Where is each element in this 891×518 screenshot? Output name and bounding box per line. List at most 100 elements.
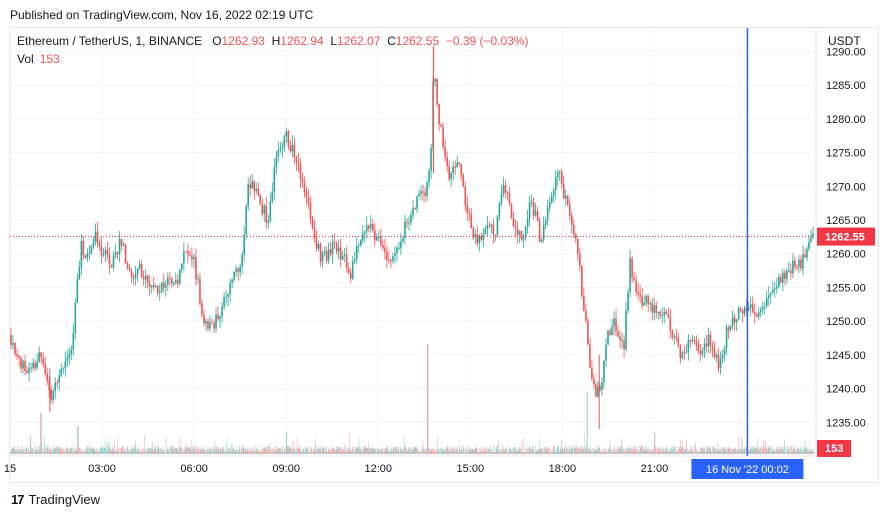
volume-bar — [491, 452, 492, 454]
volume-bar — [653, 449, 655, 454]
volume-bar — [80, 450, 82, 454]
volume-bar — [592, 452, 593, 454]
candle-body — [743, 307, 746, 314]
volume-bar — [733, 448, 734, 454]
candle-body — [267, 220, 270, 223]
volume-bar — [517, 450, 519, 454]
volume-bar — [576, 445, 577, 454]
volume-bar — [10, 452, 11, 454]
candle-body — [281, 146, 284, 149]
volume-bar — [490, 445, 491, 454]
volume-bar — [429, 449, 431, 454]
volume-bar — [30, 433, 32, 454]
volume-bar — [89, 443, 90, 454]
volume-bar — [250, 447, 251, 454]
volume-bar — [450, 446, 452, 454]
volume-bar — [16, 448, 18, 454]
volume-bar — [595, 450, 596, 454]
candle-body — [458, 162, 461, 165]
volume-bar — [142, 448, 143, 454]
volume-bar — [184, 450, 185, 454]
candle-body — [623, 340, 625, 350]
candle-body — [106, 250, 109, 256]
volume-bar — [332, 447, 333, 454]
volume-bar — [263, 447, 265, 454]
volume-bar — [99, 451, 100, 454]
candle-body — [384, 247, 386, 253]
volume-bar — [439, 447, 441, 454]
volume-bar — [125, 449, 127, 454]
volume-bar — [659, 449, 661, 454]
volume-bar — [255, 451, 256, 454]
crosshair-time-label: 16 Nov '22 00:02 — [706, 464, 789, 476]
candle-body — [195, 257, 197, 280]
volume-bar — [95, 451, 96, 454]
volume-bar — [788, 447, 790, 454]
volume-bar — [658, 448, 659, 454]
volume-bar — [738, 436, 739, 454]
candle-body — [154, 286, 157, 288]
candle-body — [562, 183, 565, 199]
volume-bar — [354, 445, 356, 454]
candle-body — [78, 267, 81, 280]
volume-bar — [706, 447, 708, 454]
candle-body — [490, 224, 493, 227]
volume-bar — [637, 448, 639, 454]
volume-bar — [253, 448, 255, 454]
volume-bar — [505, 447, 507, 454]
volume-bar — [13, 447, 14, 454]
volume-bar — [275, 446, 276, 454]
candle-body — [516, 228, 519, 235]
candle-body — [201, 303, 203, 315]
volume-bar — [640, 447, 641, 454]
volume-bar — [668, 450, 669, 454]
volume-bar — [801, 447, 803, 454]
volume-bar — [364, 446, 366, 454]
volume-bar — [178, 447, 180, 454]
volume-bar — [243, 448, 245, 454]
volume-bar — [93, 448, 95, 454]
candle-body — [699, 351, 702, 355]
volume-bar — [440, 448, 442, 454]
volume-bar — [490, 450, 492, 454]
volume-bar — [347, 451, 349, 454]
volume-bar — [35, 449, 36, 454]
volume-bar — [29, 450, 31, 454]
volume-bar — [377, 447, 378, 454]
volume-bar — [505, 448, 506, 454]
volume-bar — [313, 447, 315, 454]
volume-bar — [168, 450, 170, 454]
volume-bar — [74, 450, 76, 454]
volume-bar — [316, 448, 318, 454]
volume-bar — [696, 451, 697, 454]
volume-bar — [702, 447, 703, 454]
volume-bar — [674, 446, 675, 454]
volume-bar — [81, 448, 82, 454]
volume-bar — [546, 450, 548, 454]
volume-bar — [123, 445, 125, 454]
volume-bar — [12, 447, 14, 454]
candle-body — [472, 227, 475, 238]
volume-bar — [251, 451, 252, 454]
volume-bar — [757, 448, 759, 454]
footer-brand[interactable]: 17 TradingView — [11, 492, 100, 507]
volume-bar — [199, 446, 201, 454]
volume-bar — [374, 451, 376, 454]
volume-bar — [357, 447, 359, 454]
volume-bar — [360, 449, 362, 454]
volume-bar — [345, 451, 347, 454]
volume-bar — [330, 451, 331, 454]
candle-body — [150, 285, 153, 288]
volume-bar — [512, 448, 513, 454]
volume-bar — [720, 445, 722, 454]
volume-bar — [398, 452, 400, 454]
candle-body — [633, 277, 635, 281]
volume-bar — [629, 447, 630, 454]
candle-body — [524, 227, 527, 237]
volume-bar — [189, 446, 190, 454]
volume-bar — [63, 447, 65, 454]
volume-bar — [53, 447, 54, 454]
volume-bar — [40, 412, 41, 454]
volume-bar — [126, 446, 128, 454]
